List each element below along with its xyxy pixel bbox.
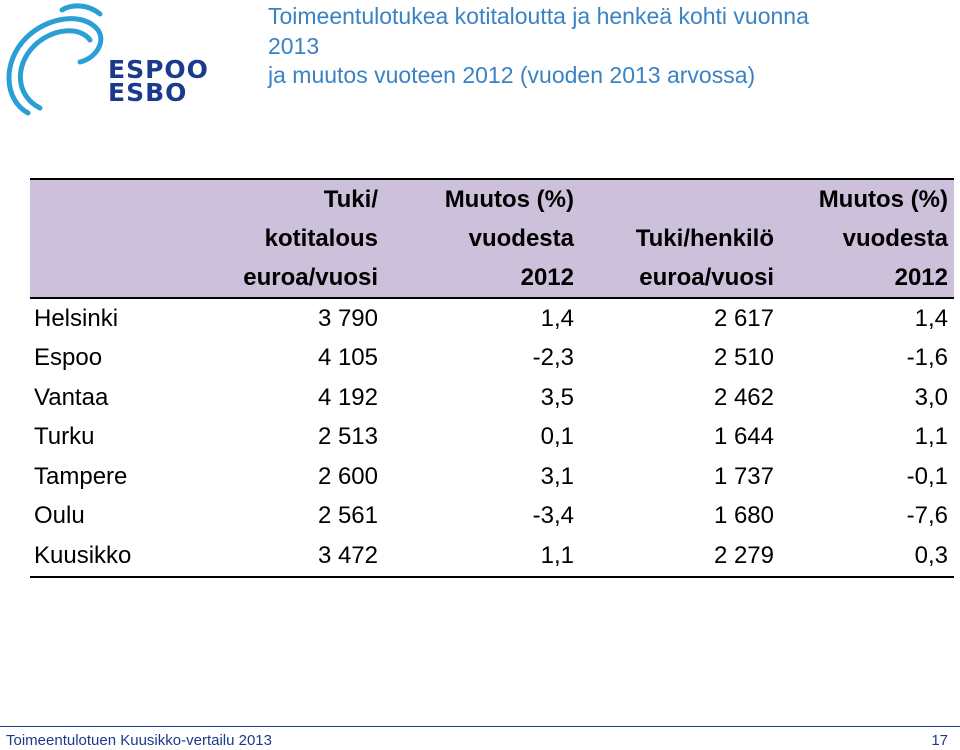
cell-value: 1 680 — [713, 502, 774, 530]
cell-value: 4 105 — [317, 344, 378, 372]
espoo-logo: ESPOO ESBO — [0, 0, 208, 120]
cell-value: 2 600 — [317, 462, 378, 490]
cell-value: 2 279 — [580, 536, 780, 578]
cell-value: 3,1 — [540, 462, 574, 490]
cell-value: 2 617 — [713, 304, 774, 332]
header-change-household: Muutos (%) vuodesta 2012 — [384, 178, 580, 299]
cell-value: 1 737 — [713, 462, 774, 490]
page-number: 17 — [931, 732, 948, 749]
cell-value: 3,5 — [540, 383, 574, 411]
cell-value: 1,4 — [914, 304, 948, 332]
cell-city: Espoo — [34, 344, 103, 372]
table-row: Kuusikko 3 472 1,1 2 279 0,3 — [30, 536, 954, 578]
cell-value: 1,1 — [384, 536, 580, 578]
cell-value: 2 513 — [317, 423, 378, 451]
footer-caption: Toimeentulotuen Kuusikko-vertailu 2013 — [6, 732, 272, 749]
cell-value: 2 561 — [317, 502, 378, 530]
title-line: Toimeentulotukea kotitaloutta ja henkeä … — [268, 3, 809, 29]
logo-text-esbo: ESBO — [108, 78, 188, 107]
cell-value: 1,4 — [540, 304, 574, 332]
cell-value: 0,3 — [780, 536, 954, 578]
cell-city: Kuusikko — [30, 536, 188, 578]
title-line: ja muutos vuoteen 2012 (vuoden 2013 arvo… — [268, 62, 756, 88]
cell-city: Tampere — [34, 462, 128, 490]
logo-swirl-icon — [6, 3, 104, 116]
cell-value: 3,0 — [914, 383, 948, 411]
table-row: Oulu 2 561 -3,4 1 680 -7,6 — [30, 497, 954, 537]
cell-city: Oulu — [34, 502, 85, 530]
cell-value: 0,1 — [540, 423, 574, 451]
header-support-per-person: Tuki/henkilö euroa/vuosi — [580, 178, 780, 299]
table-row: Espoo 4 105 -2,3 2 510 -1,6 — [30, 339, 954, 379]
cell-value: 2 462 — [713, 383, 774, 411]
cell-value: 2 510 — [713, 344, 774, 372]
cell-value: -1,6 — [906, 344, 948, 372]
header-support-per-household: Tuki/ kotitalous euroa/vuosi — [188, 178, 384, 299]
title-line: 2013 — [268, 32, 320, 59]
header-change-person: Muutos (%) vuodesta 2012 — [780, 178, 954, 299]
cell-value: -2,3 — [532, 344, 574, 372]
cell-city: Helsinki — [34, 304, 119, 332]
cell-city: Vantaa — [34, 383, 109, 411]
table-row: Turku 2 513 0,1 1 644 1,1 — [30, 418, 954, 458]
cell-value: 4 192 — [317, 383, 378, 411]
logo-text-espoo: ESPOO — [108, 55, 209, 84]
cell-value: -0,1 — [906, 462, 948, 490]
cell-value: -3,4 — [532, 502, 574, 530]
header-city — [30, 178, 188, 299]
table-header-row: Tuki/ kotitalous euroa/vuosi Muutos (%) … — [30, 178, 954, 299]
data-table: Tuki/ kotitalous euroa/vuosi Muutos (%) … — [30, 178, 954, 578]
cell-value: -7,6 — [906, 502, 948, 530]
page-title: Toimeentulotukea kotitaloutta ja henkeä … — [268, 2, 868, 91]
table-row: Vantaa 4 192 3,5 2 462 3,0 — [30, 378, 954, 418]
cell-city: Turku — [34, 423, 95, 451]
cell-value: 1,1 — [914, 423, 948, 451]
cell-value: 1 644 — [713, 423, 774, 451]
cell-value: 3 472 — [188, 536, 384, 578]
support-table: Tuki/ kotitalous euroa/vuosi Muutos (%) … — [30, 178, 954, 578]
footer-divider — [0, 726, 960, 727]
table-row: Tampere 2 600 3,1 1 737 -0,1 — [30, 457, 954, 497]
cell-value: 3 790 — [317, 304, 378, 332]
table-row: Helsinki 3 790 1,4 2 617 1,4 — [30, 298, 954, 339]
